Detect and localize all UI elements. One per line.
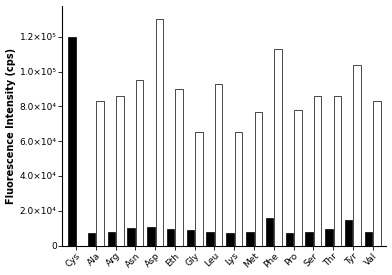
Bar bbox=[305, 232, 313, 246]
Bar bbox=[314, 96, 321, 246]
Y-axis label: Fluorescence Intensity (cps): Fluorescence Intensity (cps) bbox=[5, 48, 16, 203]
Bar bbox=[266, 218, 273, 246]
Bar bbox=[334, 96, 341, 246]
Bar bbox=[116, 96, 123, 246]
Bar bbox=[235, 133, 242, 246]
Bar bbox=[294, 110, 301, 246]
Bar bbox=[274, 49, 282, 246]
Bar bbox=[167, 229, 174, 246]
Bar bbox=[176, 89, 183, 246]
Bar bbox=[353, 65, 361, 246]
Bar bbox=[108, 232, 115, 246]
Bar bbox=[88, 233, 95, 246]
Bar bbox=[246, 232, 254, 246]
Bar bbox=[187, 230, 194, 246]
Bar bbox=[365, 232, 372, 246]
Bar bbox=[254, 112, 262, 246]
Bar bbox=[215, 84, 223, 246]
Bar bbox=[325, 229, 332, 246]
Bar bbox=[156, 20, 163, 246]
Bar bbox=[345, 220, 352, 246]
Bar bbox=[136, 80, 143, 246]
Bar bbox=[226, 233, 234, 246]
Bar bbox=[127, 228, 135, 246]
Bar bbox=[96, 101, 104, 246]
Bar bbox=[68, 37, 76, 246]
Bar bbox=[147, 227, 155, 246]
Bar bbox=[373, 101, 381, 246]
Bar bbox=[207, 232, 214, 246]
Bar bbox=[285, 233, 293, 246]
Bar bbox=[195, 133, 203, 246]
